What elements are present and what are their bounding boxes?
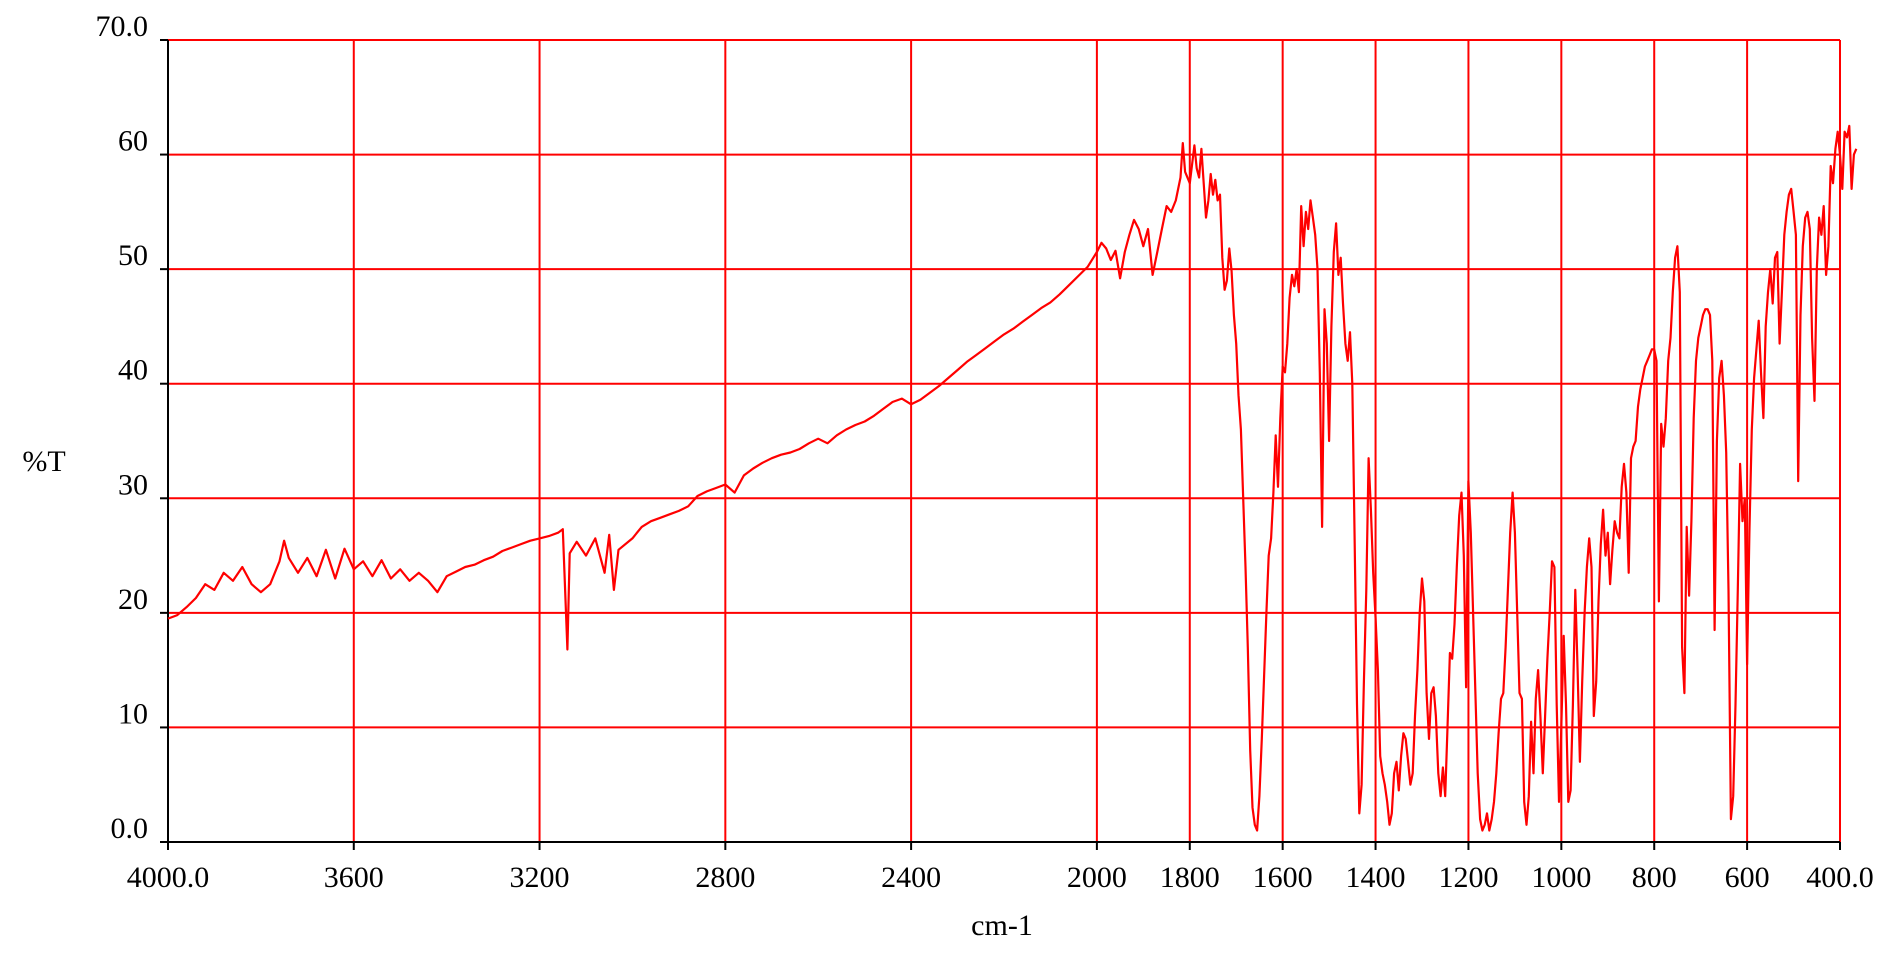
x-tick-label: 3600 (324, 861, 384, 894)
y-tick-labels: 0.0 10 20 30 40 50 60 70.0 (96, 10, 149, 845)
x-tick-label: 1800 (1160, 861, 1220, 894)
y-tick-label: 30 (118, 468, 148, 501)
y-axis-title: %T (22, 445, 65, 478)
x-tick-label: 1000 (1531, 861, 1591, 894)
x-tick-label: 2800 (695, 861, 755, 894)
x-tick-label: 2400 (881, 861, 941, 894)
series-layer (167, 124, 1858, 832)
x-axis-title: cm-1 (971, 909, 1033, 942)
x-tick-label: 600 (1725, 861, 1770, 894)
transmittance-series-line (167, 124, 1858, 832)
axes (160, 39, 1841, 850)
x-tick-label: 4000.0 (127, 861, 210, 894)
y-tick-label: 50 (118, 239, 148, 272)
x-tick-label: 3200 (510, 861, 570, 894)
x-tick-label: 1600 (1253, 861, 1313, 894)
x-tick-label: 2000 (1067, 861, 1127, 894)
y-tick-label: 60 (118, 125, 148, 158)
x-tick-label: 1400 (1346, 861, 1406, 894)
x-tick-label: 800 (1632, 861, 1677, 894)
grid-lines (168, 39, 1841, 842)
y-tick-label: 70.0 (96, 10, 149, 43)
y-tick-label: 0.0 (111, 812, 149, 845)
y-tick-label: 10 (118, 697, 148, 730)
y-tick-label: 40 (118, 354, 148, 387)
x-tick-label: 1200 (1438, 861, 1498, 894)
x-tick-label: 400.0 (1806, 861, 1874, 894)
x-tick-labels: 4000.0 3600 3200 2800 2400 2000 1800 1600 1400 12… (127, 861, 1874, 894)
y-tick-label: 20 (118, 583, 148, 616)
